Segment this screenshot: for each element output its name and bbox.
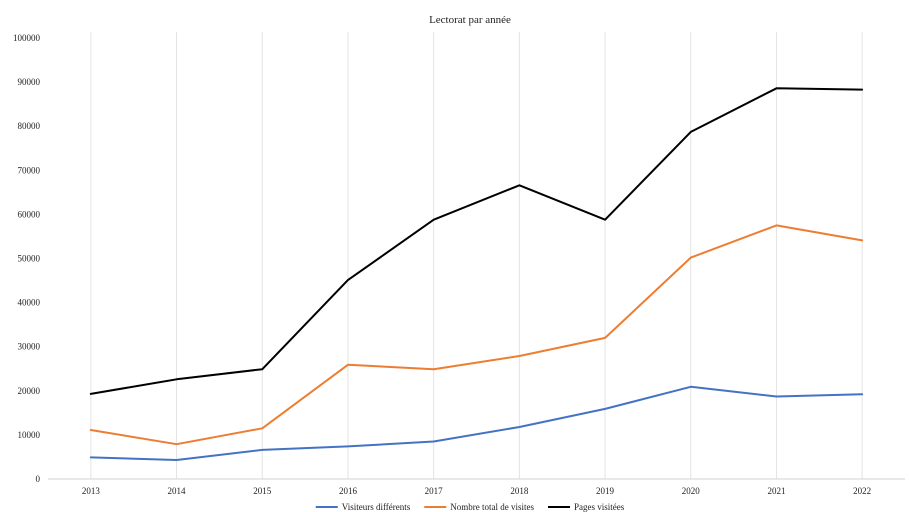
y-tick-label: 70000 — [18, 165, 41, 175]
chart-title: Lectorat par année — [429, 14, 511, 26]
series-line-0 — [89, 385, 864, 461]
legend-label: Pages visitées — [574, 502, 625, 512]
legend-label: Nombre total de visites — [450, 502, 534, 512]
x-tick-label: 2022 — [853, 486, 871, 496]
y-tick-label: 90000 — [18, 77, 41, 87]
series-lines — [89, 87, 864, 461]
x-tick-label: 2013 — [82, 486, 101, 496]
y-tick-label: 40000 — [18, 298, 41, 308]
legend: Visiteurs différents Nombre total de visi… — [315, 502, 625, 512]
x-tick-label: 2016 — [339, 486, 358, 496]
x-tick-label: 2014 — [168, 486, 187, 496]
y-tick-label: 60000 — [18, 209, 41, 219]
y-tick-label: 100000 — [13, 33, 41, 43]
y-tick-label: 50000 — [18, 254, 41, 264]
axes: 0 10000 20000 30000 40000 50000 60000 70000 8000… — [13, 33, 905, 496]
series-line-1 — [89, 224, 864, 446]
series-line-2 — [89, 87, 864, 395]
y-tick-label: 10000 — [18, 430, 41, 440]
y-tick-label: 0 — [36, 474, 41, 484]
y-tick-label: 80000 — [18, 121, 41, 131]
x-tick-label: 2019 — [596, 486, 615, 496]
legend-label: Visiteurs différents — [342, 502, 411, 512]
y-tick-label: 30000 — [18, 342, 41, 352]
x-tick-label: 2015 — [253, 486, 272, 496]
x-tick-label: 2021 — [767, 486, 785, 496]
y-tick-label: 20000 — [18, 386, 41, 396]
grid-lines — [90, 32, 863, 479]
x-tick-label: 2020 — [682, 486, 701, 496]
x-tick-label: 2017 — [425, 486, 444, 496]
x-tick-label: 2018 — [510, 486, 529, 496]
